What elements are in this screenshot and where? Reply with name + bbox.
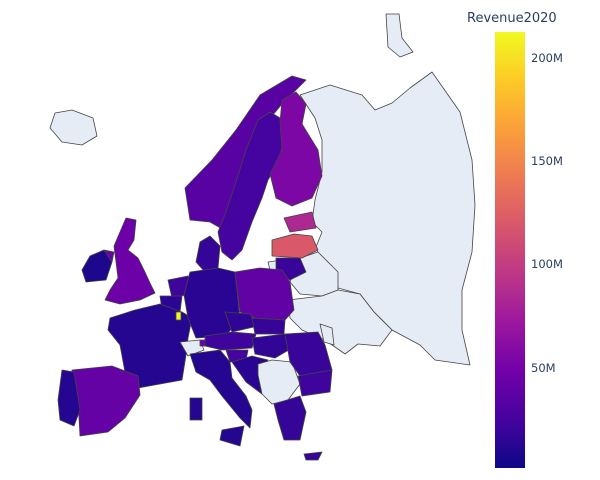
region-france[interactable]: [107, 303, 193, 389]
colorbar-tick-label: 200M: [531, 50, 563, 65]
region-estonia[interactable]: [283, 211, 317, 233]
colorbar: [495, 32, 525, 468]
region-portugal[interactable]: [57, 369, 81, 427]
region-finland[interactable]: [269, 91, 323, 207]
region-northern-ireland[interactable]: [103, 249, 115, 263]
region-italy-sicily[interactable]: [219, 425, 245, 447]
region-hungary[interactable]: [251, 333, 293, 359]
region-cyprus[interactable]: [303, 451, 323, 461]
region-denmark[interactable]: [195, 235, 221, 273]
region-united-kingdom[interactable]: [104, 217, 156, 305]
region-moldova[interactable]: [319, 323, 335, 346]
region-poland[interactable]: [234, 267, 295, 321]
region-bulgaria[interactable]: [297, 369, 333, 397]
region-latvia[interactable]: [271, 233, 319, 259]
colorbar-title: Revenue2020: [467, 11, 557, 26]
region-ukraine[interactable]: [287, 289, 393, 355]
colorbar-tick-label: 50M: [531, 360, 556, 375]
region-italy-sardinia[interactable]: [189, 397, 203, 421]
region-spain[interactable]: [71, 365, 141, 437]
colorbar-tick-label: 150M: [531, 154, 563, 169]
region-luxembourg[interactable]: [175, 311, 182, 321]
region-sweden[interactable]: [217, 111, 285, 261]
colorbar-tick-label: 100M: [531, 257, 563, 272]
region-greece[interactable]: [273, 395, 307, 441]
region-liechtenstein[interactable]: [199, 339, 206, 347]
region-italy[interactable]: [189, 349, 253, 429]
region-slovakia[interactable]: [251, 317, 286, 335]
region-iceland[interactable]: [49, 109, 98, 146]
region-austria[interactable]: [204, 331, 257, 351]
region-switzerland[interactable]: [179, 339, 205, 357]
region-svalbard[interactable]: [385, 13, 414, 58]
